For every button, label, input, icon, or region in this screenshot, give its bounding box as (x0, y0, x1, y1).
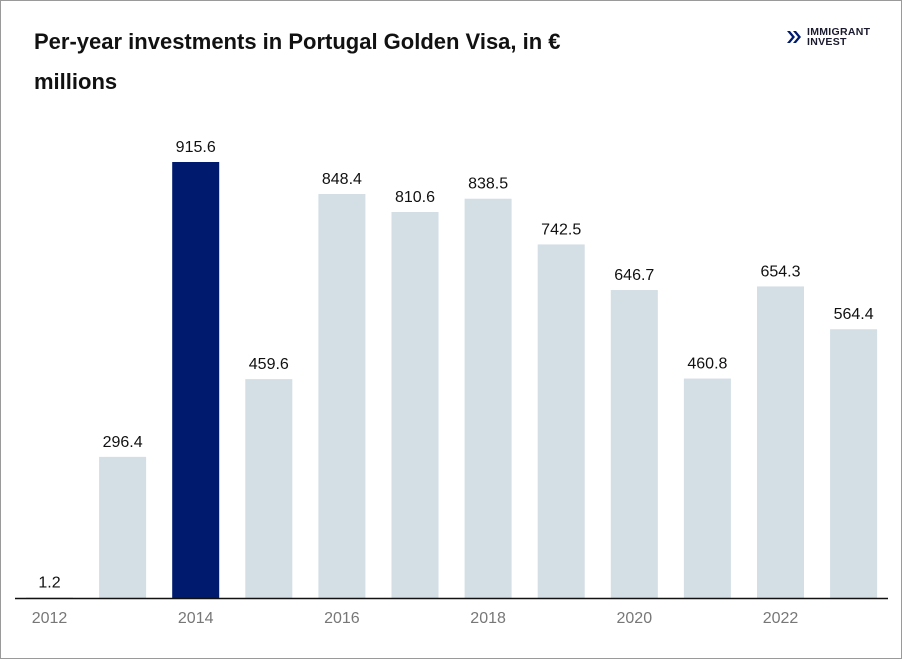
bar-2020 (610, 290, 658, 598)
bar-2015 (245, 379, 293, 598)
tick-label-2022: 2022 (763, 610, 799, 627)
data-label-2018: 838.5 (468, 176, 508, 193)
data-label-2017: 810.6 (395, 189, 435, 206)
chart-title: Per-year investments in Portugal Golden … (34, 29, 561, 94)
data-label-2021: 460.8 (687, 356, 727, 373)
tick-label-2014: 2014 (178, 610, 214, 627)
bar-2019 (537, 244, 585, 598)
data-label-2022: 654.3 (760, 263, 800, 280)
data-label-2013: 296.4 (103, 434, 143, 451)
bar-2016 (318, 194, 366, 598)
data-label-2023: 564.4 (834, 306, 874, 323)
bar-2018 (464, 198, 512, 598)
double-chevron-right-icon (787, 31, 801, 43)
logo-line1: IMMIGRANT (807, 26, 871, 38)
logo: IMMIGRANT INVEST (786, 27, 870, 47)
tick-label-2018: 2018 (470, 610, 506, 627)
data-label-2019: 742.5 (541, 221, 581, 238)
bar-2012 (26, 597, 73, 598)
data-label-2014: 915.6 (176, 139, 216, 156)
bar-2014 (172, 162, 220, 598)
data-label-2020: 646.7 (614, 267, 654, 284)
bar-2022 (757, 286, 804, 598)
tick-label-2016: 2016 (324, 610, 360, 627)
data-label-2012: 1.2 (38, 574, 60, 591)
logo-line2: INVEST (807, 36, 847, 48)
tick-label-2012: 2012 (32, 610, 68, 627)
data-label-2015: 459.6 (249, 356, 289, 373)
data-label-2016: 848.4 (322, 171, 362, 188)
bar-2017 (391, 212, 439, 598)
bar-2021 (683, 378, 731, 598)
tick-label-2020: 2020 (617, 610, 653, 627)
bar-2023 (830, 329, 878, 598)
bar-2013 (99, 456, 147, 598)
